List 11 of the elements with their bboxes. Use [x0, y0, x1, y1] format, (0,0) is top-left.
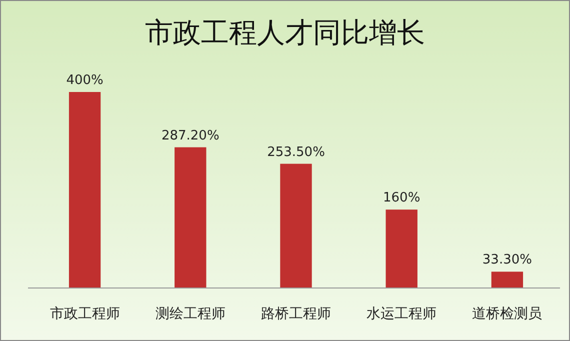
data-label: 400%: [66, 73, 104, 88]
data-label: 253.50%: [267, 144, 325, 160]
x-tick-label: 道桥检测员: [472, 306, 542, 322]
data-label: 287.20%: [161, 128, 220, 144]
x-tick-label: 水运工程师: [366, 306, 437, 322]
x-tick-label: 测绘工程师: [155, 306, 226, 322]
x-tick-label: 市政工程师: [50, 306, 120, 322]
data-label: 160%: [383, 190, 420, 206]
chart-title: 市政工程人才同比增长: [145, 16, 425, 49]
x-tick-label: 路桥工程师: [261, 306, 331, 322]
data-label: 33.30%: [482, 252, 532, 268]
